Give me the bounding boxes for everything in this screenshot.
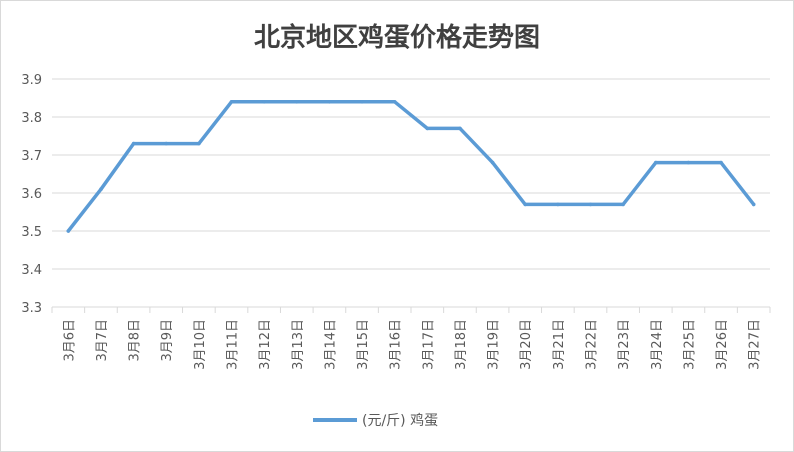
x-tick-label: 3月17日 — [421, 319, 436, 370]
data-point — [751, 202, 756, 207]
y-tick-label: 3.7 — [21, 149, 42, 164]
series-group — [66, 100, 756, 233]
data-point — [262, 100, 266, 104]
data-point — [490, 160, 495, 165]
data-point — [164, 141, 169, 146]
legend: (元/斤) 鸡蛋 — [313, 412, 438, 429]
y-axis-ticks: 3.3 3.4 3.5 3.6 3.7 3.8 3.9 — [21, 73, 42, 316]
x-tick-label: 3月15日 — [356, 319, 371, 370]
x-tick-label: 3月11日 — [226, 319, 241, 370]
data-point — [66, 229, 71, 233]
x-tick-label: 3月25日 — [682, 319, 697, 370]
data-point — [719, 160, 723, 165]
x-tick-label: 3月10日 — [193, 319, 208, 370]
x-tick-label: 3月27日 — [748, 319, 763, 370]
data-point — [131, 141, 136, 146]
x-tick-label: 3月23日 — [617, 319, 632, 370]
x-tick-label: 3月7日 — [95, 319, 110, 362]
y-tick-label: 3.6 — [21, 187, 42, 202]
chart-title: 北京地区鸡蛋价格走势图 — [254, 22, 540, 53]
data-point — [360, 100, 364, 104]
y-tick-label: 3.8 — [21, 111, 42, 126]
data-point — [294, 100, 299, 104]
x-tick-label: 3月12日 — [258, 319, 273, 370]
legend-label: (元/斤) 鸡蛋 — [362, 412, 438, 429]
data-point — [197, 141, 201, 146]
data-point — [621, 202, 625, 207]
data-point — [653, 160, 658, 165]
data-point — [588, 202, 593, 207]
x-tick-label: 3月21日 — [552, 319, 567, 370]
x-tick-label: 3月18日 — [454, 319, 469, 370]
x-tick-label: 3月9日 — [160, 319, 175, 362]
x-tick-label: 3月24日 — [650, 319, 665, 370]
data-point — [229, 100, 234, 104]
data-point — [458, 126, 462, 131]
x-tick-label: 3月22日 — [585, 319, 600, 370]
data-point — [425, 126, 430, 131]
data-point — [392, 100, 397, 104]
x-tick-label: 3月26日 — [715, 319, 730, 370]
x-tick-label: 3月16日 — [389, 319, 404, 370]
y-tick-label: 3.5 — [21, 225, 42, 240]
data-point — [99, 187, 103, 191]
series-line — [66, 100, 756, 233]
x-tick-label: 3月13日 — [291, 319, 306, 370]
x-tick-label: 3月8日 — [128, 319, 143, 362]
data-point — [686, 160, 691, 165]
data-point — [556, 202, 560, 207]
x-tick-label: 3月19日 — [487, 319, 502, 370]
x-axis: 3月6日 3月7日 3月8日 3月9日 3月10日 3月11日 3月12日 3月13日 3月14… — [51, 307, 771, 370]
y-tick-label: 3.4 — [21, 263, 42, 278]
data-point — [327, 100, 332, 104]
y-tick-label: 3.3 — [21, 301, 42, 316]
y-tick-label: 3.9 — [21, 73, 42, 88]
x-tick-label: 3月14日 — [323, 319, 338, 370]
x-tick-label: 3月6日 — [62, 319, 77, 362]
data-point — [523, 202, 528, 207]
x-tick-label: 3月20日 — [519, 319, 534, 370]
